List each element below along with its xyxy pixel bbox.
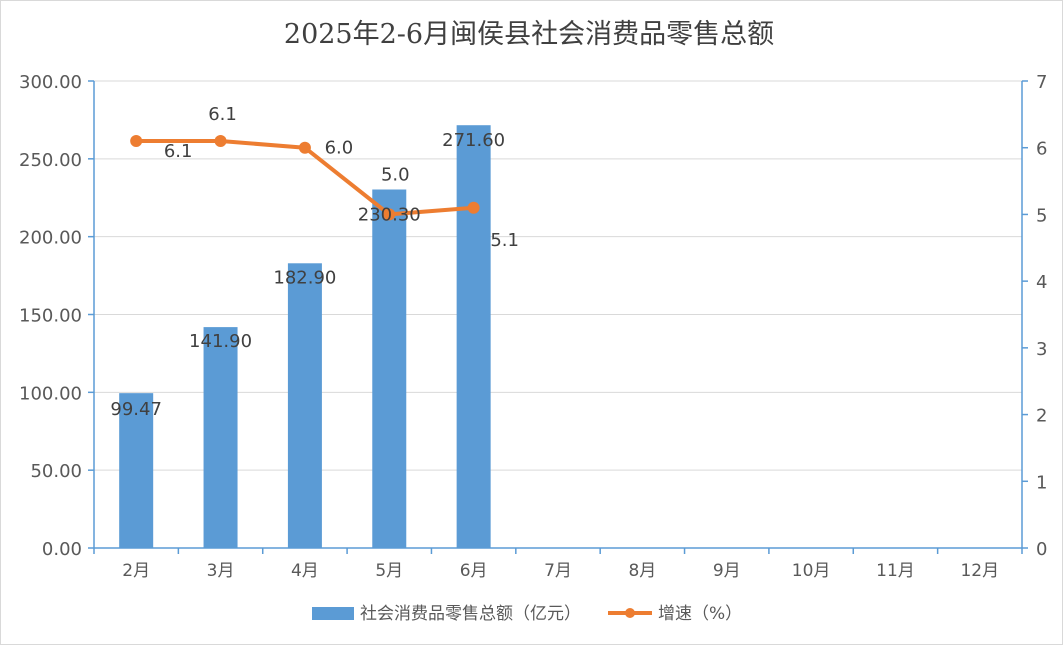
line-point: [130, 135, 143, 148]
bar-data-label: 141.90: [189, 331, 252, 352]
legend-bar-label: 社会消费品零售总额（亿元）: [360, 604, 581, 624]
line-data-label: 6.1: [164, 141, 193, 162]
right-axis-tick-label: 0: [1036, 539, 1047, 560]
line-point: [467, 201, 480, 214]
bar-series: [119, 125, 491, 548]
bar: [287, 263, 322, 548]
x-axis-tick-label: 8月: [628, 561, 656, 581]
x-axis-tick-label: 10月: [792, 561, 831, 581]
right-axis-tick-label: 5: [1036, 205, 1047, 226]
right-axis-tick-label: 1: [1036, 472, 1047, 493]
x-axis-tick-label: 3月: [207, 561, 235, 581]
left-axis-tick-label: 150.00: [19, 306, 82, 327]
right-axis-tick-label: 2: [1036, 406, 1047, 427]
line-data-label: 6.1: [208, 104, 237, 125]
bar: [372, 189, 407, 548]
chart-title: 2025年2-6月闽侯县社会消费品零售总额: [284, 19, 774, 50]
left-axis-tick-label: 300.00: [19, 72, 82, 93]
legend-bar-swatch: [312, 607, 354, 620]
left-axis-tick-label: 50.00: [30, 461, 82, 482]
left-axis-tick-label: 100.00: [19, 383, 82, 404]
bar-data-label: 99.47: [110, 399, 162, 420]
x-axis-tick-label: 7月: [544, 561, 572, 581]
line-data-label: 5.0: [381, 164, 410, 185]
legend: 社会消费品零售总额（亿元） 增速（%）: [312, 604, 742, 624]
right-axis-tick-label: 3: [1036, 339, 1047, 360]
legend-line-label: 增速（%）: [658, 604, 742, 624]
x-axis-tick-label: 9月: [713, 561, 741, 581]
left-axis-tick-label: 200.00: [19, 228, 82, 249]
line-data-label: 5.1: [490, 230, 519, 251]
right-axis-tick-label: 6: [1036, 139, 1047, 160]
bar-data-label: 230.30: [358, 204, 421, 225]
gridlines: [94, 80, 1022, 471]
line-series: [130, 135, 480, 221]
bar: [119, 393, 154, 548]
bar-data-label: 271.60: [442, 130, 505, 151]
left-axis-tick-label: 250.00: [19, 150, 82, 171]
line-point: [214, 135, 227, 148]
x-axis-tick-label: 12月: [960, 561, 999, 581]
x-axis-tick-label: 5月: [375, 561, 403, 581]
axes: 0.00 50.00 100.00 150.00 200.00 250.00 300.00 0…: [19, 72, 1047, 581]
bar-data-label: 182.90: [273, 267, 336, 288]
data-labels: 99.47 141.90 182.90 230.30 271.60 6.1 6.1 6.0 5.…: [110, 104, 519, 420]
right-axis-tick-label: 4: [1036, 272, 1047, 293]
left-axis-tick-label: 0.00: [42, 539, 82, 560]
line-point: [383, 208, 396, 221]
line-point: [298, 141, 311, 154]
x-axis-tick-label: 11月: [876, 561, 915, 581]
right-axis-tick-label: 7: [1036, 72, 1047, 93]
legend-line-marker: [625, 608, 635, 618]
x-axis-tick-label: 4月: [291, 561, 319, 581]
x-axis-tick-label: 6月: [460, 561, 488, 581]
x-axis-tick-label: 2月: [122, 561, 150, 581]
bar: [456, 125, 491, 548]
bar: [203, 327, 238, 548]
line-data-label: 6.0: [325, 138, 354, 159]
